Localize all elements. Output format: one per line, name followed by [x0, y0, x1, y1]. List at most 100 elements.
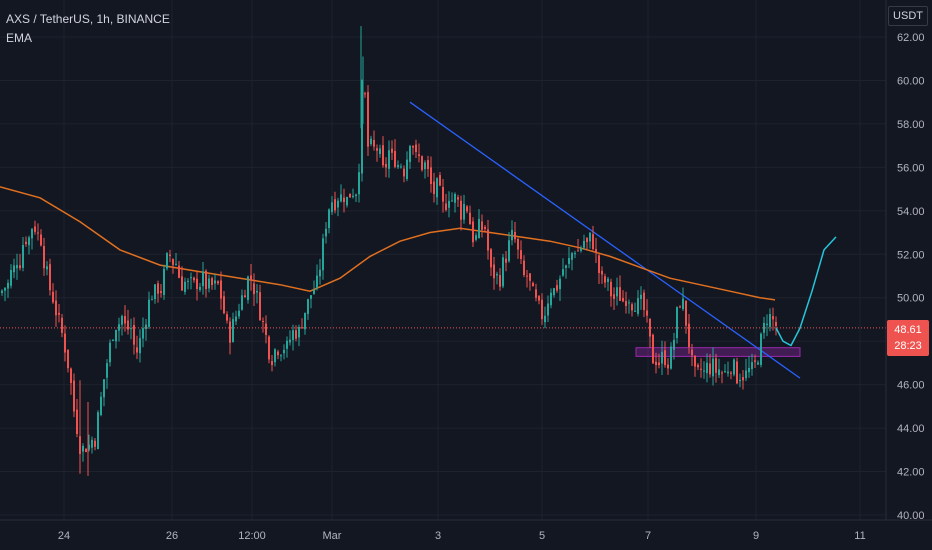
candle-body [70, 368, 72, 383]
candle-body [421, 156, 423, 171]
candle-body [322, 238, 324, 271]
candle-body [76, 409, 78, 434]
candle-body [163, 268, 165, 295]
candle-body [13, 265, 15, 273]
candle-body [100, 396, 102, 415]
candle-body [766, 323, 768, 325]
candle-body [175, 263, 177, 265]
projection-path [775, 236, 837, 347]
candle-body [277, 351, 279, 356]
candle-body [328, 209, 330, 229]
candle-body [214, 280, 216, 284]
candle-body [226, 314, 228, 321]
candle-body [622, 298, 624, 302]
candle-body [619, 287, 621, 301]
candle-body [559, 278, 561, 290]
price-tick-label: 60.00 [897, 75, 925, 87]
candle-body [130, 328, 132, 330]
candle-body [4, 287, 6, 291]
candle-body [748, 367, 750, 373]
candle-body [349, 193, 351, 198]
candle-body [187, 280, 189, 282]
ema-line-path [0, 186, 776, 301]
trend-line-segment [409, 101, 801, 379]
candle-body [718, 369, 720, 376]
time-tick-label: Mar [323, 530, 342, 542]
candle-body [178, 265, 180, 278]
candle-body [463, 203, 465, 220]
candle-body [625, 300, 627, 306]
candle-body [283, 349, 285, 354]
candle-body [688, 323, 690, 348]
candle-body [517, 238, 519, 250]
candle-body [607, 278, 609, 282]
candle-body [106, 363, 108, 378]
candle-body [643, 292, 645, 311]
candle-body [208, 278, 210, 289]
candle-body [601, 270, 603, 275]
candle-body [298, 327, 300, 338]
candle-body [526, 275, 528, 277]
trend-line [409, 101, 801, 379]
candle-body [58, 312, 60, 315]
candle-body [604, 276, 606, 283]
candle-body [583, 240, 585, 248]
time-tick-label: 24 [58, 530, 70, 542]
candle-body [742, 377, 744, 381]
candle-body [757, 362, 759, 365]
time-tick-label: 5 [539, 530, 545, 542]
price-tick-label: 58.00 [897, 119, 925, 131]
candle-body [37, 232, 39, 234]
price-axis-labels[interactable]: 62.0060.0058.0056.0054.0052.0050.0048.00… [897, 32, 925, 522]
candle-body [115, 329, 117, 342]
indicator-label[interactable]: EMA [6, 31, 33, 45]
candle-body [595, 249, 597, 253]
candle-body [232, 319, 234, 342]
candle-body [292, 330, 294, 341]
candle-body [364, 93, 366, 95]
candle-body [304, 312, 306, 330]
candle-body [10, 270, 12, 286]
time-axis-labels[interactable]: 24 26 12:00 Mar 3 5 7 9 11 [58, 530, 866, 542]
candle-body [274, 349, 276, 363]
candle-body [397, 165, 399, 168]
candle-body [247, 276, 249, 300]
price-tick-label: 46.00 [897, 380, 925, 392]
time-tick-label: 9 [753, 530, 759, 542]
currency-unit-button[interactable]: USDT [888, 6, 928, 26]
candle-body [394, 150, 396, 167]
candle-body [133, 324, 135, 345]
candle-body [610, 281, 612, 297]
candle-body [388, 150, 390, 169]
candle-body [724, 371, 726, 373]
candle-body [700, 368, 702, 370]
projection-curve [775, 236, 837, 347]
symbol-title[interactable]: AXS / TetherUS, 1h, BINANCE [6, 12, 170, 26]
candle-body [46, 266, 48, 270]
candle-body [193, 277, 195, 281]
candle-body [154, 284, 156, 300]
candle-body [235, 316, 237, 322]
candle-body [112, 340, 114, 342]
candle-body [592, 234, 594, 250]
candle-body [94, 440, 96, 447]
candle-body [238, 310, 240, 317]
candle-body [136, 347, 138, 353]
candle-body [160, 291, 162, 293]
candle-body [496, 273, 498, 276]
candle-body [520, 250, 522, 260]
candle-body [139, 338, 141, 354]
candle-body [61, 317, 63, 333]
candle-body [49, 264, 51, 291]
candle-body [640, 294, 642, 300]
candle-body [406, 159, 408, 179]
candle-body [550, 292, 552, 306]
candle-body [676, 307, 678, 338]
candle-body [346, 196, 348, 206]
bar-countdown-label: 28:23 [894, 340, 922, 352]
candle-body [166, 253, 168, 269]
candle-body [157, 283, 159, 294]
price-tick-label: 40.00 [897, 510, 925, 522]
price-tick-label: 50.00 [897, 293, 925, 305]
